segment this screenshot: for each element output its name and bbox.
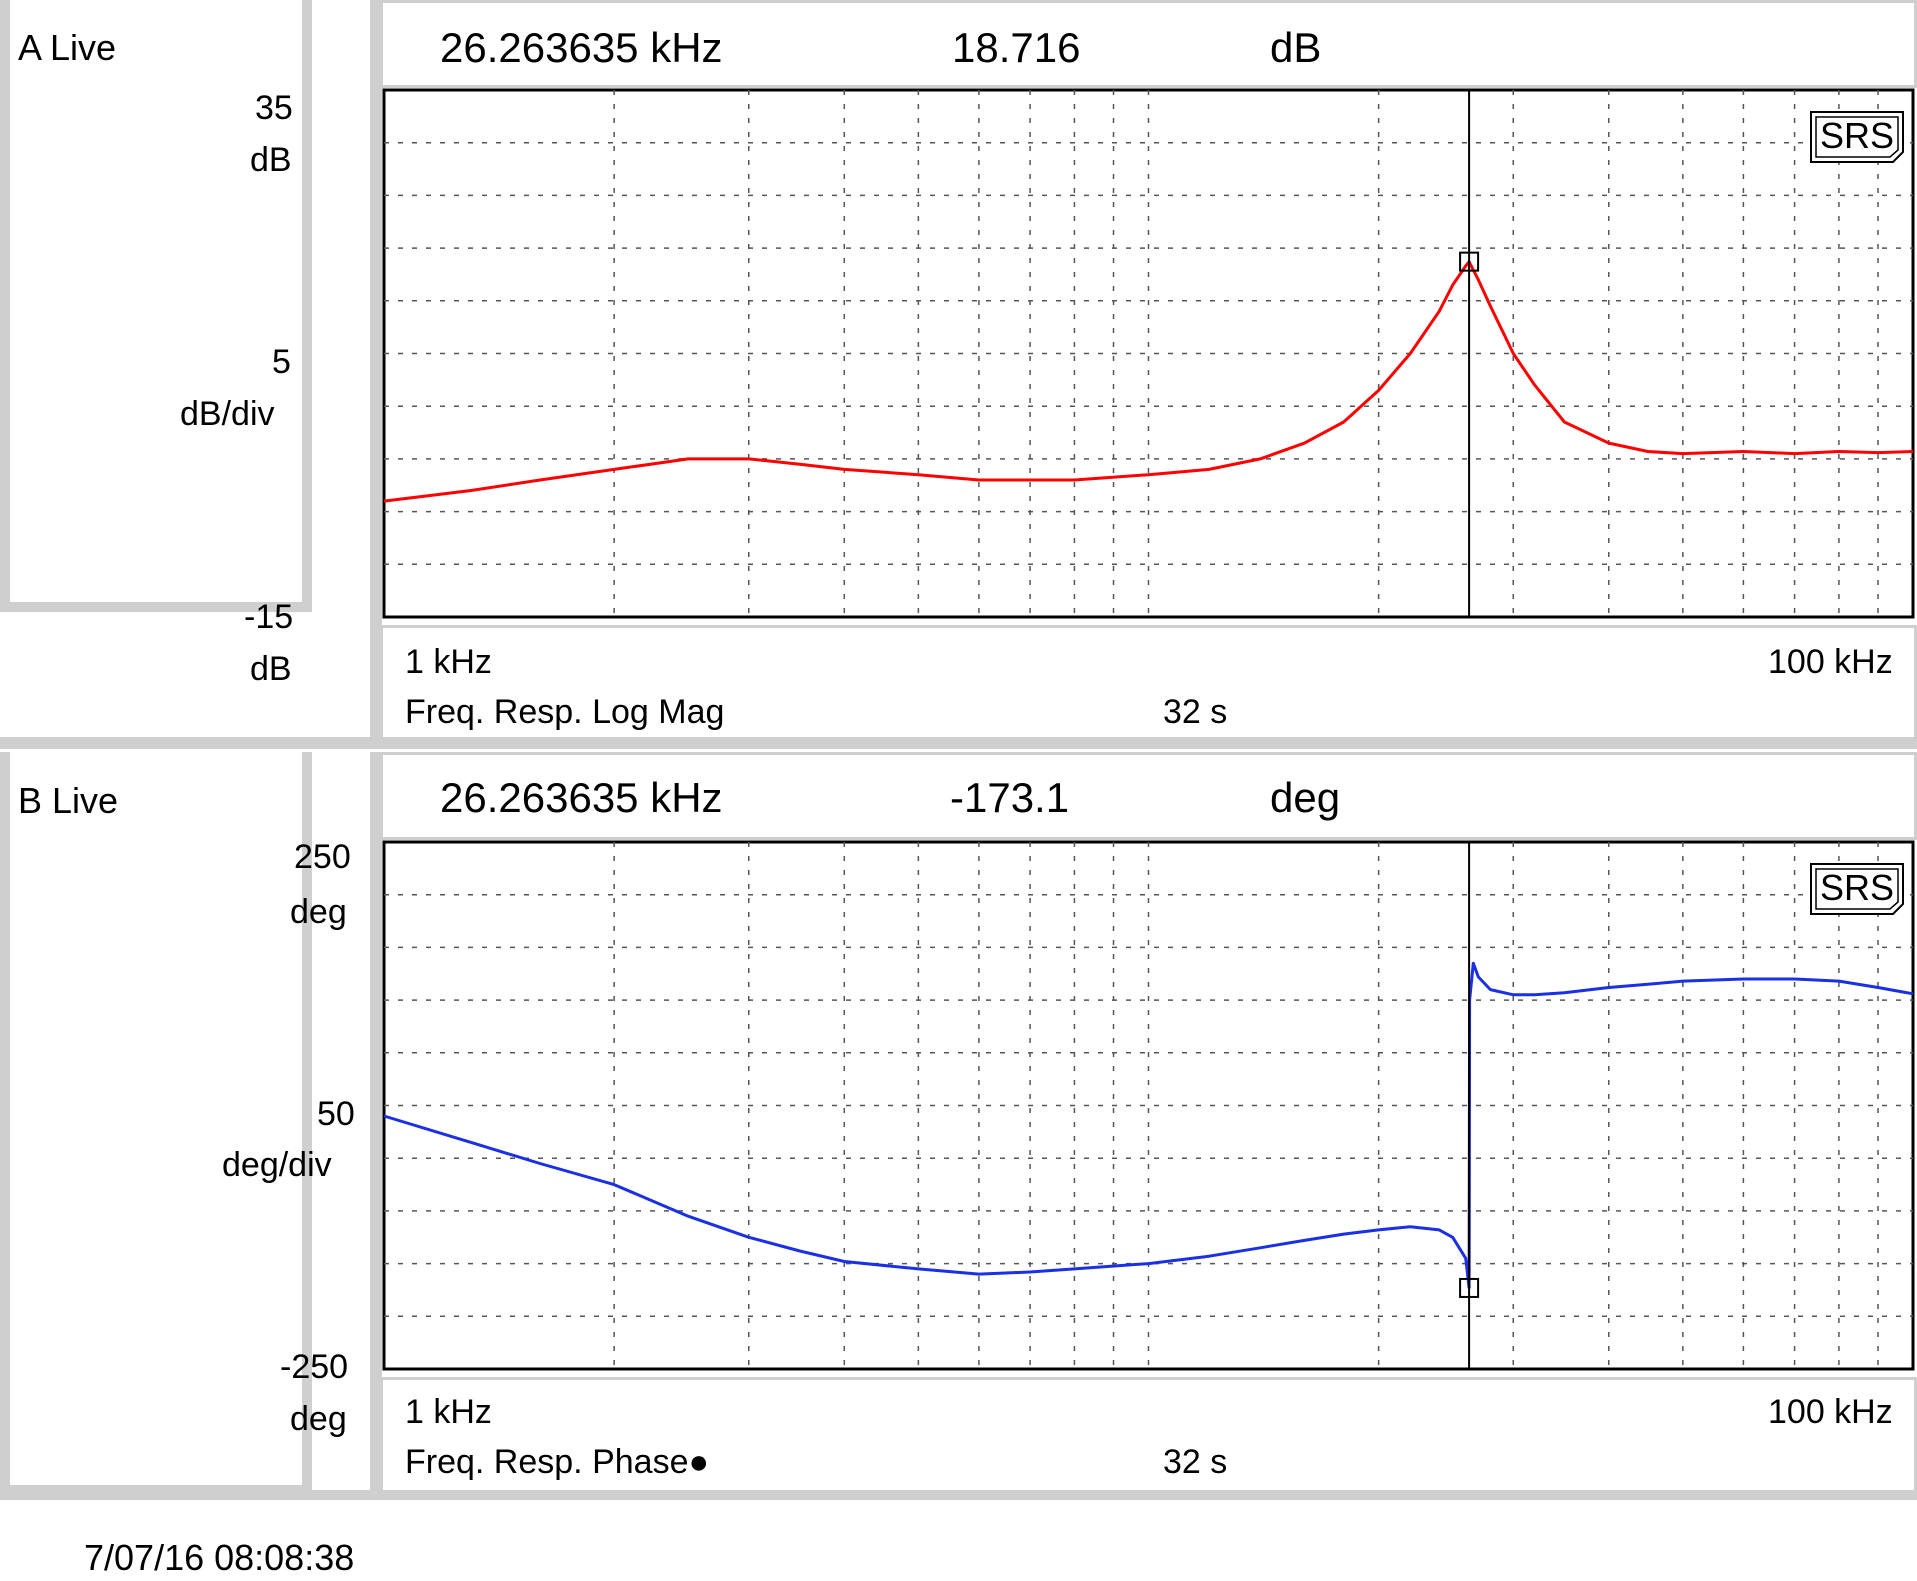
- panel-b-y-div: 50: [317, 1095, 355, 1133]
- panel-a-marker-unit: dB: [1270, 24, 1322, 71]
- panel-a-srs-badge-frame: [1810, 111, 1904, 163]
- panel-b-marker-freq: 26.263635 kHz: [440, 774, 723, 821]
- panel-b-measurement: Freq. Resp. Phase●: [405, 1443, 710, 1481]
- panel-b-srs-badge-frame: [1810, 863, 1904, 915]
- panel-b-plot-frame: [382, 840, 1915, 1371]
- panel-b-marker-box: [1459, 1277, 1480, 1298]
- panel-a-y-bottom: -15: [244, 598, 294, 636]
- panel-a-time: 32 s: [1163, 693, 1228, 731]
- panel-b-y-top: 250: [294, 838, 351, 876]
- panel-b-srs-badge: SRS: [1810, 863, 1904, 915]
- panel-b-header: [380, 752, 1917, 840]
- panel-a-live-label: A Live: [18, 27, 117, 68]
- panel-b-live-label: B Live: [18, 780, 119, 821]
- panel-b-series-line: [383, 961, 1914, 1290]
- panel-a-srs-badge-inner: [1815, 116, 1899, 158]
- panel-a-left: [0, 0, 312, 612]
- panel-a-srs-badge: SRS: [1810, 111, 1904, 163]
- panel-a-y-div-unit: dB/div: [180, 395, 275, 433]
- panel-a-marker-freq: 26.263635 kHz: [440, 24, 723, 71]
- divider-horizontal: [0, 737, 1917, 749]
- panel-a-y-bottom-unit: dB: [250, 650, 292, 688]
- panel-a-y-top: 35: [255, 89, 293, 127]
- panel-a-marker-box: [1459, 251, 1480, 272]
- panel-a-y-top-unit: dB: [250, 141, 292, 179]
- panel-b-y-top-unit: deg: [290, 893, 347, 931]
- panel-b-y-div-unit: deg/div: [222, 1146, 332, 1184]
- panel-a-srs-badge-label: SRS: [1820, 115, 1894, 156]
- panel-a-y-div: 5: [272, 343, 291, 381]
- timestamp: 7/07/16 08:08:38: [84, 1537, 355, 1578]
- panel-b-time: 32 s: [1163, 1443, 1228, 1481]
- divider-vertical-b: [370, 752, 382, 1497]
- panel-a-plot-frame: [382, 88, 1915, 619]
- panel-a-x-start: 1 kHz: [405, 643, 492, 681]
- panel-b-y-bottom-unit: deg: [290, 1400, 347, 1438]
- panel-a-header: [380, 0, 1917, 88]
- panel-a-x-end: 100 kHz: [1768, 643, 1893, 681]
- panel-b-marker-value: -173.1: [950, 774, 1070, 821]
- divider-bottom: [0, 1490, 1917, 1500]
- panel-a-marker-value: 18.716: [952, 24, 1081, 71]
- panel-b-y-bottom: -250: [280, 1348, 349, 1386]
- panel-b-x-start: 1 kHz: [405, 1393, 492, 1431]
- panel-a-measurement: Freq. Resp. Log Mag: [405, 693, 725, 731]
- panel-b-left: [0, 752, 312, 1495]
- divider-vertical-a: [370, 0, 382, 745]
- panel-a-chart[interactable]: SRS: [380, 86, 1917, 621]
- panel-b-srs-badge-inner: [1815, 868, 1899, 910]
- panel-b-srs-badge-label: SRS: [1820, 867, 1894, 908]
- panel-b-x-end: 100 kHz: [1768, 1393, 1893, 1431]
- panel-b-footer: [380, 1377, 1917, 1495]
- panel-b-marker-unit: deg: [1270, 774, 1341, 821]
- panel-b-chart[interactable]: SRS: [380, 838, 1917, 1373]
- panel-a-series-line: [383, 260, 1914, 503]
